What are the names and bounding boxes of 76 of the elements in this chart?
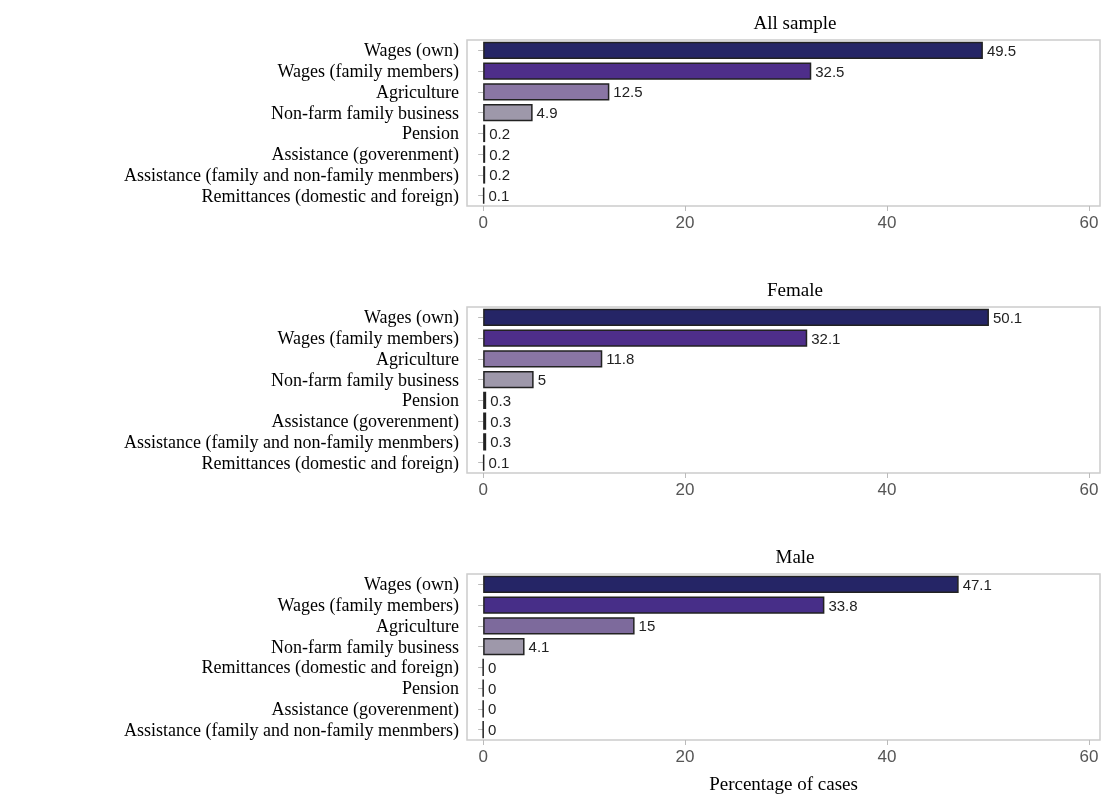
data-label: 32.5 (815, 62, 845, 80)
data-label: 4.9 (536, 104, 558, 122)
x-tick-label: 20 (675, 213, 695, 232)
data-label: 15 (638, 617, 656, 635)
x-tick-label: 40 (877, 747, 897, 766)
data-label: 0.1 (488, 187, 510, 205)
bar (483, 83, 610, 101)
x-tick-label: 20 (675, 480, 695, 499)
data-label: 5 (537, 371, 546, 389)
y-tick-label: Remittances (domestic and foreign) (201, 657, 459, 679)
bar (483, 41, 983, 60)
data-label: 11.8 (606, 350, 635, 368)
y-tick-label: Wages (family members) (277, 61, 459, 83)
y-tick-label: Wages (own) (363, 574, 459, 596)
data-label: 49.5 (986, 41, 1017, 59)
chart-title: Male (775, 546, 815, 567)
x-tick-label: 60 (1079, 747, 1099, 766)
data-label: 33.8 (828, 596, 858, 614)
y-tick-label: Wages (family members) (277, 595, 459, 617)
bar (483, 637, 525, 656)
data-label: 0.1 (488, 454, 510, 472)
data-label: 4.1 (528, 638, 550, 656)
data-label: 0.2 (489, 145, 511, 163)
bar (483, 350, 603, 368)
y-tick-label: Assistance (goverenment) (271, 698, 459, 720)
data-label: 0.2 (489, 166, 511, 184)
x-tick-label: 60 (1079, 213, 1099, 232)
x-axis-title: Percentage of cases (709, 773, 858, 794)
data-label: 0 (487, 658, 497, 676)
bar (483, 308, 989, 327)
data-label: 0.3 (490, 412, 512, 430)
data-label: 0 (487, 700, 497, 718)
data-label: 0.2 (489, 124, 511, 142)
x-tick-label: 40 (877, 213, 897, 232)
bar (483, 62, 812, 80)
chart-title: All sample (753, 12, 837, 33)
x-tick-label: 40 (877, 480, 897, 499)
y-tick-label: Pension (401, 390, 459, 411)
y-tick-label: Wages (own) (363, 40, 459, 62)
x-tick-label: 0 (478, 213, 488, 232)
y-tick-label: Non-farm family business (271, 636, 459, 657)
y-tick-label: Non-farm family business (271, 102, 459, 123)
data-label: 0 (487, 679, 497, 697)
data-label: 12.5 (613, 83, 643, 101)
bar (483, 329, 808, 347)
y-tick-label: Wages (family members) (277, 328, 459, 350)
y-tick-label: Agriculture (376, 81, 460, 102)
data-label: 32.1 (811, 329, 841, 347)
data-label: 0.3 (490, 391, 512, 409)
y-tick-label: Assistance (family and non-family menmbers) (124, 431, 459, 453)
data-label: 47.1 (962, 575, 992, 593)
data-label: 50.1 (992, 308, 1023, 326)
y-tick-label: Pension (401, 123, 459, 144)
bar (483, 103, 533, 122)
data-label: 0 (487, 721, 497, 739)
y-tick-label: Assistance (goverenment) (271, 144, 459, 166)
bar (483, 596, 825, 614)
bar (483, 617, 635, 635)
x-tick-label: 20 (675, 747, 695, 766)
data-label: 0.3 (490, 433, 512, 451)
x-tick-label: 0 (478, 747, 488, 766)
y-tick-label: Pension (401, 678, 459, 699)
chart-title: Female (767, 279, 823, 300)
y-tick-label: Assistance (family and non-family menmbers) (124, 719, 459, 741)
y-tick-label: Agriculture (376, 348, 460, 369)
bar (483, 575, 959, 594)
y-tick-label: Assistance (family and non-family menmbers) (124, 164, 459, 186)
y-tick-label: Agriculture (376, 615, 460, 636)
x-tick-label: 0 (478, 480, 488, 499)
y-tick-label: Assistance (goverenment) (271, 411, 459, 433)
x-tick-label: 60 (1079, 480, 1099, 499)
y-tick-label: Non-farm family business (271, 369, 459, 390)
y-tick-label: Remittances (domestic and foreign) (201, 185, 459, 207)
y-tick-label: Remittances (domestic and foreign) (201, 452, 459, 474)
y-tick-label: Wages (own) (363, 307, 459, 329)
bar (483, 370, 534, 389)
